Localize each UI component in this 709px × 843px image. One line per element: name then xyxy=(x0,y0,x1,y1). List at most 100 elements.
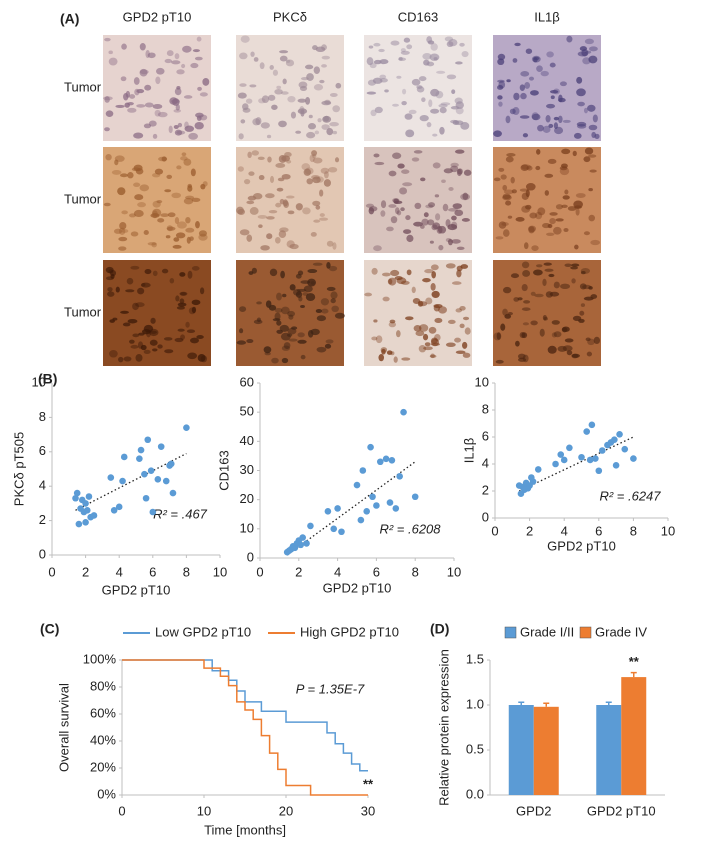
cell xyxy=(553,226,562,235)
cell xyxy=(166,174,173,179)
point xyxy=(85,493,93,500)
annotation: R² = .6208 xyxy=(379,521,441,536)
image-background xyxy=(364,260,472,366)
cell xyxy=(129,339,135,344)
cell xyxy=(278,230,287,238)
cell xyxy=(320,298,330,306)
cell xyxy=(315,205,321,210)
y-axis-title: PKCδ pT505 xyxy=(11,432,26,506)
x-axis-title: GPD2 pT10 xyxy=(323,580,392,595)
cell xyxy=(578,318,585,323)
cell xyxy=(139,68,148,77)
cell xyxy=(288,314,294,320)
cell xyxy=(406,269,412,276)
cell xyxy=(329,122,339,127)
cell xyxy=(525,183,536,191)
cell xyxy=(132,333,140,338)
cell xyxy=(580,271,586,275)
cell xyxy=(132,302,139,311)
cell xyxy=(261,95,270,104)
cell xyxy=(378,354,385,362)
cell xyxy=(566,35,573,43)
cell xyxy=(189,236,194,241)
cell xyxy=(147,242,157,246)
cell xyxy=(519,115,530,119)
cell xyxy=(591,131,597,138)
cell xyxy=(450,106,460,110)
cell xyxy=(506,79,511,83)
cell xyxy=(430,282,436,291)
cell xyxy=(400,50,410,55)
cell xyxy=(177,328,185,332)
cell xyxy=(431,337,438,344)
cell xyxy=(528,226,535,234)
cell xyxy=(133,132,144,139)
cell xyxy=(157,344,163,349)
cell xyxy=(275,163,286,168)
cell xyxy=(392,103,399,107)
cell xyxy=(546,103,556,109)
cell xyxy=(119,222,127,230)
point xyxy=(307,522,314,530)
cell xyxy=(179,291,188,296)
cell xyxy=(373,245,382,252)
cell xyxy=(114,159,119,166)
y-tick-label: 4 xyxy=(39,478,46,493)
x-tick-label: 0 xyxy=(256,564,263,579)
cell xyxy=(237,92,247,99)
cell xyxy=(588,124,598,131)
cell xyxy=(165,235,171,239)
cell xyxy=(237,208,246,216)
cell xyxy=(393,356,398,363)
point xyxy=(157,443,165,450)
cell xyxy=(501,222,509,226)
x-tick-label: 8 xyxy=(630,523,637,538)
cell xyxy=(163,337,173,341)
cell xyxy=(176,69,185,75)
cell xyxy=(199,287,205,295)
cell xyxy=(438,103,448,108)
cell xyxy=(326,261,331,269)
cell xyxy=(441,179,446,184)
cell xyxy=(368,45,374,49)
cell xyxy=(539,328,545,337)
x-tick-label: GPD2 pT10 xyxy=(587,803,656,818)
cell xyxy=(326,128,334,136)
cell xyxy=(572,150,577,157)
cell xyxy=(388,170,397,177)
cell xyxy=(105,110,114,117)
cell xyxy=(576,88,586,97)
cell xyxy=(451,281,462,285)
cell xyxy=(430,264,439,271)
cell xyxy=(312,157,323,164)
cell xyxy=(192,49,200,53)
point xyxy=(621,445,629,453)
cell xyxy=(287,310,296,317)
cell xyxy=(380,210,386,217)
cell xyxy=(173,124,179,130)
cell xyxy=(181,63,186,69)
cell xyxy=(540,70,549,77)
cell xyxy=(130,344,139,349)
cell xyxy=(236,340,247,345)
cell xyxy=(329,92,338,97)
cell xyxy=(137,202,146,208)
cell xyxy=(289,243,299,250)
y-tick-label: 60 xyxy=(240,374,254,389)
cell xyxy=(130,231,139,237)
point xyxy=(359,467,367,474)
cell xyxy=(371,267,378,275)
annotation: P = 1.35E-7 xyxy=(296,681,365,696)
cell xyxy=(245,98,253,104)
cell xyxy=(304,64,314,70)
cell xyxy=(267,94,276,101)
cell xyxy=(150,317,156,324)
cell xyxy=(521,307,531,311)
cell xyxy=(576,121,587,127)
point xyxy=(162,477,170,485)
cell xyxy=(295,291,303,298)
cell xyxy=(312,176,321,184)
cell xyxy=(247,151,252,159)
cell xyxy=(403,37,411,43)
